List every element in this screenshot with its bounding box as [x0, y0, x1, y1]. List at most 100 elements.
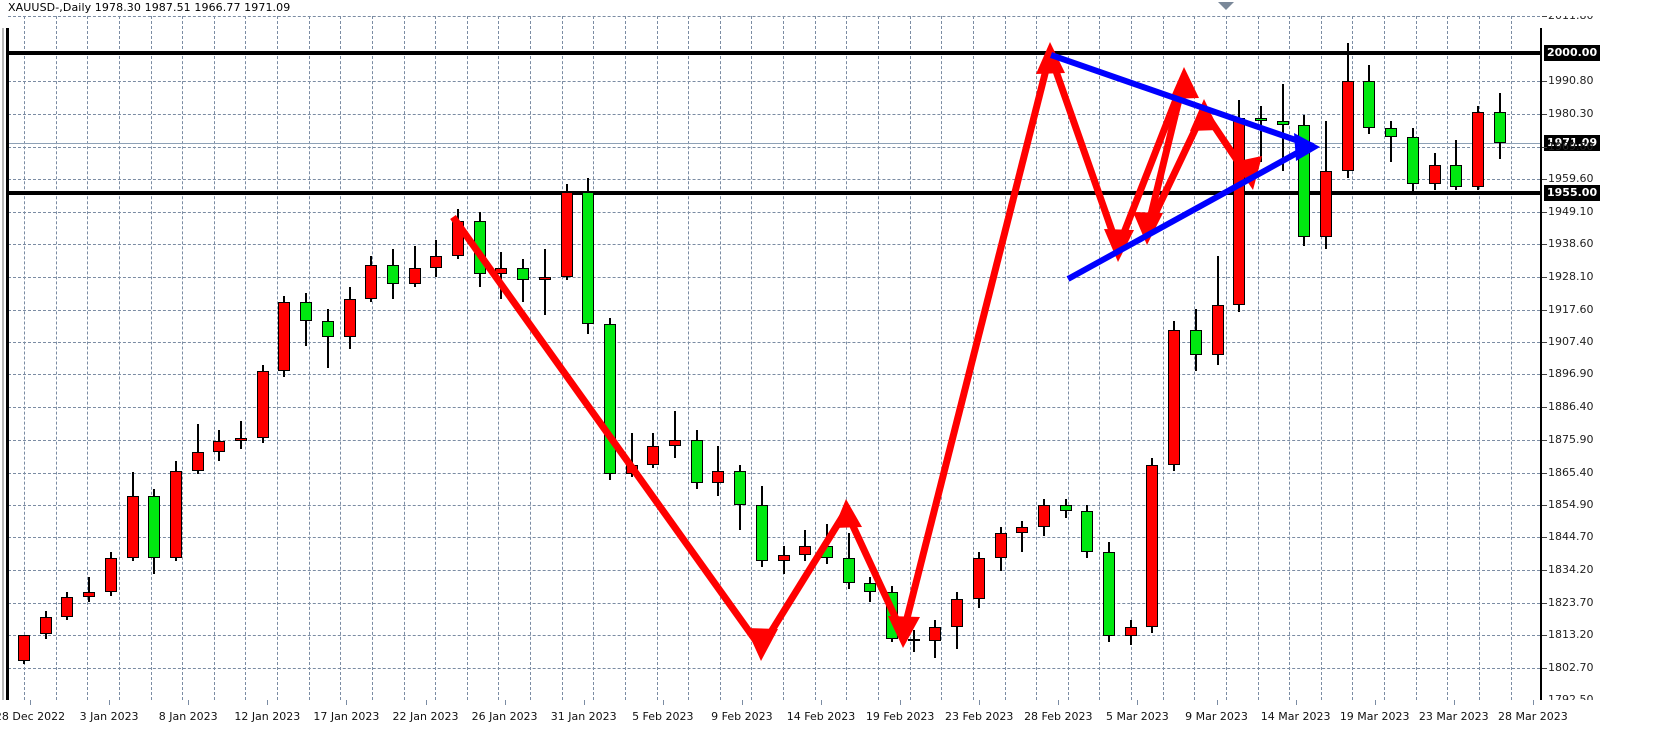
candlestick — [235, 16, 247, 700]
gridline-horizontal — [8, 505, 1540, 507]
gridline-vertical — [1225, 16, 1227, 700]
candle-body — [278, 302, 291, 371]
date-tick — [30, 700, 31, 705]
candlestick — [169, 16, 182, 700]
candlestick — [495, 16, 508, 700]
candle-body — [603, 324, 616, 474]
date-tick — [109, 700, 111, 705]
candlestick — [1168, 16, 1181, 700]
date-tick — [425, 700, 427, 705]
candlestick — [83, 16, 96, 700]
price-badge-2000.00: 2000.00 — [1544, 44, 1601, 61]
price-label: 1865.40 — [1548, 465, 1594, 479]
price-label: 1813.20 — [1548, 628, 1594, 642]
candlestick-plot-area[interactable] — [8, 16, 1540, 700]
price-tick — [1542, 211, 1547, 213]
candle-body — [734, 470, 747, 506]
candle-wick — [674, 411, 676, 459]
candlestick — [213, 16, 226, 700]
price-tick — [1542, 341, 1547, 343]
candle-body — [647, 445, 660, 465]
chart-title: XAUUSD-,Daily 1978.30 1987.51 1966.77 19… — [8, 1, 291, 14]
candle-wick — [522, 258, 525, 303]
date-tick — [1374, 700, 1376, 705]
gridline-vertical — [118, 16, 120, 700]
candlestick — [517, 16, 530, 700]
gridline-vertical — [150, 16, 152, 700]
candle-body — [755, 505, 768, 562]
candle-body — [1059, 505, 1072, 512]
gridline-horizontal — [8, 244, 1540, 246]
candle-body — [560, 191, 573, 278]
candle-wick — [326, 308, 329, 368]
date-tick — [1137, 700, 1139, 705]
candlestick — [1124, 16, 1137, 700]
candle-body — [1211, 305, 1224, 356]
price-tick — [1542, 472, 1547, 474]
candlestick — [1189, 16, 1202, 700]
date-label: 23 Feb 2023 — [944, 710, 1014, 723]
candle-body — [582, 191, 595, 325]
gridline-horizontal — [8, 668, 1540, 670]
candle-wick — [1021, 520, 1024, 552]
candle-wick — [1390, 121, 1393, 162]
candlestick — [603, 16, 616, 700]
candle-body — [669, 439, 681, 446]
candlestick — [669, 16, 681, 700]
candle-body — [473, 221, 486, 275]
candle-body — [538, 277, 551, 281]
candlestick — [777, 16, 790, 700]
candle-body — [256, 370, 269, 438]
candle-body — [886, 592, 898, 640]
date-tick — [1453, 700, 1455, 705]
candle-body — [213, 441, 226, 453]
candlestick — [386, 16, 399, 700]
date-tick — [188, 700, 190, 705]
price-tick — [1542, 374, 1547, 376]
candle-wick — [413, 246, 416, 287]
candle-body — [300, 302, 313, 322]
candlestick — [365, 16, 378, 700]
candle-body — [148, 495, 161, 559]
gridline-vertical — [371, 16, 373, 700]
gridline-vertical — [1067, 16, 1069, 700]
candle-wick — [1281, 83, 1284, 172]
date-tick — [900, 700, 902, 705]
price-tick — [1542, 146, 1547, 148]
candlestick — [1081, 16, 1094, 700]
candlestick — [951, 16, 964, 700]
price-label: 1802.70 — [1548, 661, 1594, 675]
date-tick — [1295, 700, 1297, 705]
candle-body — [1037, 505, 1050, 527]
candle-body — [1471, 112, 1484, 187]
date-label: 9 Mar 2023 — [1185, 710, 1248, 723]
candlestick — [191, 16, 204, 700]
price-axis-border — [1540, 28, 1542, 714]
price-axis[interactable]: 2011.802000.001990.801980.301971.091969.… — [1542, 9, 1671, 714]
price-level-line-2000.00 — [8, 50, 1540, 55]
date-label: 14 Mar 2023 — [1260, 710, 1331, 723]
candlestick — [560, 16, 573, 700]
date-axis[interactable]: 28 Dec 2022 3 Jan 2023 8 Jan 2023 12 Jan 20… — [0, 700, 1671, 738]
candlestick — [1059, 16, 1072, 700]
price-label: 1938.60 — [1548, 237, 1594, 251]
candle-body — [864, 583, 877, 593]
candle-body — [39, 617, 52, 635]
candle-wick — [825, 523, 828, 565]
candlestick — [1471, 16, 1484, 700]
gridline-horizontal — [8, 472, 1540, 474]
gridline-vertical — [1257, 16, 1259, 700]
price-tick — [1542, 81, 1547, 83]
candlestick — [1016, 16, 1029, 700]
candle-body — [1320, 171, 1332, 237]
candlestick — [712, 16, 725, 700]
candle-body — [799, 545, 812, 555]
date-tick — [583, 700, 585, 705]
price-badge-1955.00: 1955.00 — [1544, 185, 1601, 202]
price-tick — [1542, 114, 1547, 116]
scroll-marker-icon[interactable] — [1218, 2, 1234, 10]
price-tick — [1542, 277, 1547, 279]
price-label: 1823.70 — [1548, 595, 1594, 609]
candle-body — [1428, 165, 1441, 184]
candle-body — [1385, 127, 1398, 137]
